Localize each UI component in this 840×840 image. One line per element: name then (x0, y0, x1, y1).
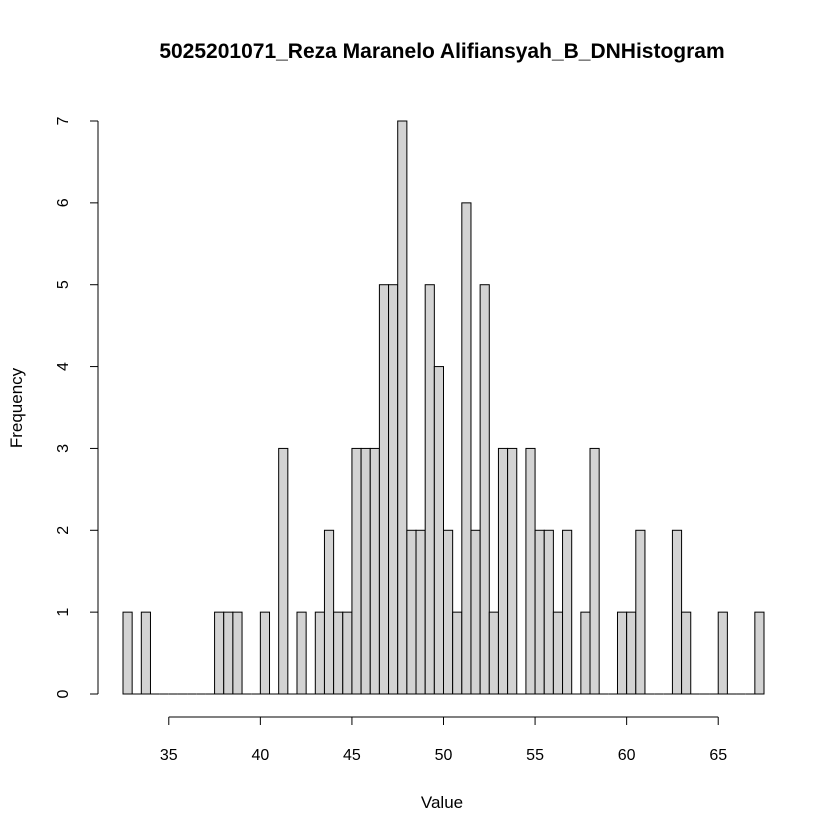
y-tick-label: 0 (55, 689, 72, 698)
histogram-bar (378, 284, 390, 695)
histogram-bar (342, 611, 353, 695)
histogram-bar (360, 447, 371, 695)
histogram-bar (397, 120, 408, 695)
y-axis: 0 1 2 3 4 5 6 7 (55, 116, 99, 698)
histogram-bar (525, 447, 536, 695)
bars-group (122, 120, 765, 695)
histogram-bar (406, 529, 417, 695)
y-tick-label: 4 (55, 362, 72, 371)
histogram-bar (214, 611, 225, 695)
histogram-bar (424, 284, 435, 695)
histogram-bar (717, 611, 728, 695)
x-tick-label: 55 (526, 747, 544, 764)
x-axis: 35 40 45 50 55 60 65 (160, 716, 727, 764)
x-tick-label: 50 (435, 747, 453, 764)
y-tick-label: 5 (55, 280, 72, 289)
histogram-bar (452, 611, 463, 695)
histogram-bar (314, 611, 325, 695)
histogram-bar (388, 284, 399, 695)
x-tick-label: 45 (343, 747, 361, 764)
y-tick-label: 1 (55, 608, 72, 617)
histogram-bar (461, 202, 472, 695)
histogram-bar (479, 284, 490, 695)
histogram-bar (671, 529, 683, 695)
histogram-bar (681, 611, 692, 695)
histogram-bar (259, 611, 271, 695)
histogram-bar (470, 529, 481, 695)
histogram-bar (552, 611, 564, 695)
histogram-bar (543, 529, 554, 695)
histogram-bar (323, 529, 335, 695)
y-tick-label: 2 (55, 526, 72, 535)
y-tick-label: 6 (55, 198, 72, 207)
histogram-bar (278, 447, 289, 695)
histogram-bar (497, 447, 509, 695)
x-tick-label: 65 (709, 747, 727, 764)
x-tick-label: 40 (251, 747, 269, 764)
histogram-bar (507, 447, 518, 695)
histogram-bar (562, 529, 573, 695)
x-tick-label: 60 (618, 747, 636, 764)
x-axis-label: Value (421, 793, 463, 812)
histogram-bar (433, 366, 445, 695)
histogram-bar (333, 611, 344, 695)
chart-title: 5025201071_Reza Maranelo Alifiansyah_B_D… (159, 40, 724, 63)
x-tick-label: 35 (160, 747, 178, 764)
y-axis-label: Frequency (7, 367, 26, 448)
histogram-bar (369, 447, 380, 695)
histogram-bar (626, 611, 637, 695)
histogram-bar (580, 611, 591, 695)
histogram-bar (351, 447, 362, 695)
histogram-bar (754, 611, 765, 695)
histogram-bar (232, 611, 243, 695)
histogram-bar (140, 611, 151, 695)
histogram-bar (635, 529, 646, 695)
y-tick-label: 3 (55, 444, 72, 453)
histogram-bar (443, 529, 454, 695)
histogram-bar (589, 447, 600, 695)
histogram-bar (223, 611, 234, 695)
histogram-bar (534, 529, 545, 695)
histogram-bar (296, 611, 307, 695)
histogram-bar (415, 529, 426, 695)
histogram-bar (488, 611, 499, 695)
histogram-bar (122, 611, 133, 695)
histogram-bar (616, 611, 628, 695)
y-tick-label: 7 (55, 116, 72, 125)
